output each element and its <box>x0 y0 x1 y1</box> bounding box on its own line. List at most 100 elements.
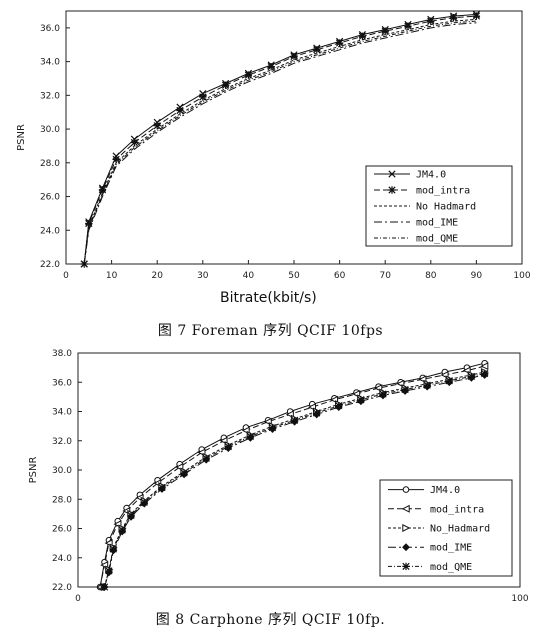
data-point <box>290 416 299 424</box>
data-point <box>401 385 409 394</box>
legend-marker <box>402 543 410 552</box>
legend-label: mod_QME <box>430 562 472 573</box>
series-line <box>83 22 477 265</box>
data-point <box>449 14 458 22</box>
chart-foreman: 22.0 24.0 26.0 28.0 30.0 32.0 34.0 36.0 0 10 20 30 4… <box>16 10 531 281</box>
data-point <box>98 186 107 194</box>
data-point <box>140 498 148 506</box>
data-point <box>109 545 118 553</box>
data-point <box>100 583 109 591</box>
x-tick-label: 20 <box>151 271 163 281</box>
legend-marker <box>402 562 410 571</box>
y-tick-label: 32.0 <box>40 91 60 101</box>
y-tick-label: 22.0 <box>52 583 72 593</box>
y-tick-label: 34.0 <box>40 58 60 68</box>
y-tick-label: 24.0 <box>40 226 60 236</box>
data-point <box>246 432 255 441</box>
data-point <box>379 390 387 398</box>
data-point <box>158 483 166 492</box>
series-line <box>99 365 485 588</box>
legend-label: mod_IME <box>416 218 458 229</box>
legend-label: mod_QME <box>416 234 458 245</box>
legend-box <box>379 479 513 577</box>
x-tick-label: 60 <box>334 271 346 281</box>
x-tick-label: 0 <box>63 271 69 281</box>
legend-label: mod_IME <box>430 543 472 554</box>
data-point <box>153 121 161 130</box>
legend-label: JM4.0 <box>430 485 460 496</box>
data-point <box>105 567 113 575</box>
data-point <box>313 46 321 54</box>
series-line <box>83 20 477 265</box>
legend-label: mod_intra <box>430 504 484 515</box>
data-point <box>267 62 275 71</box>
data-point <box>358 32 367 40</box>
y-tick-label: 38.0 <box>52 349 72 359</box>
data-point <box>423 381 431 389</box>
data-point <box>127 511 135 520</box>
data-point <box>357 396 365 404</box>
x-tick-label: 30 <box>197 271 209 281</box>
x-tick-label: 10 <box>106 271 118 281</box>
data-point <box>202 454 210 462</box>
data-point <box>290 52 298 61</box>
data-point <box>335 401 343 410</box>
legend-marker <box>388 186 396 194</box>
y-tick-label: 24.0 <box>52 554 72 564</box>
series-line <box>104 371 485 588</box>
data-point <box>112 155 120 164</box>
legend-label: No_Hadmard <box>430 524 490 535</box>
x-tick-label: 100 <box>513 271 530 281</box>
data-point <box>472 12 481 20</box>
y-tick-label: 22.0 <box>40 260 60 270</box>
y-axis-label: PSNR <box>28 457 39 484</box>
data-point <box>221 81 230 89</box>
series-line <box>104 374 485 588</box>
data-point <box>118 526 126 534</box>
data-point <box>312 409 321 417</box>
data-point <box>85 219 93 228</box>
x-tick-label: 100 <box>511 594 528 604</box>
x-tick-label: 40 <box>243 271 255 281</box>
chart-carphone: 22.0 24.0 26.0 28.0 30.0 32.0 34.0 36.0 38.0 0 100… <box>28 349 529 604</box>
legend-label: JM4.0 <box>416 170 446 181</box>
data-point <box>335 39 344 47</box>
data-point <box>180 469 188 477</box>
data-point <box>268 423 277 432</box>
legend-marker <box>402 486 410 493</box>
x-tick-label: 70 <box>379 271 391 281</box>
data-point <box>224 442 232 451</box>
y-tick-label: 36.0 <box>52 378 72 388</box>
data-point <box>480 369 489 378</box>
legend-marker <box>388 170 396 178</box>
y-axis-label: PSNR <box>16 124 27 151</box>
data-point <box>480 362 489 371</box>
x-tick-label: 50 <box>288 271 300 281</box>
x-tick-label: 0 <box>75 594 81 604</box>
data-point <box>404 22 412 30</box>
y-tick-label: 30.0 <box>40 125 60 135</box>
legend-label: mod_intra <box>416 186 470 197</box>
data-point <box>381 27 389 35</box>
legend-label: No Hadmard <box>416 202 476 213</box>
y-tick-label: 26.0 <box>52 525 72 535</box>
y-tick-label: 30.0 <box>52 466 72 476</box>
data-point <box>176 106 184 115</box>
y-tick-label: 28.0 <box>40 159 60 169</box>
y-tick-label: 32.0 <box>52 437 72 447</box>
data-point <box>467 372 476 381</box>
x-axis-label: Bitrate(kbit/s) <box>220 290 317 306</box>
data-point <box>427 17 435 25</box>
y-tick-label: 28.0 <box>52 495 72 505</box>
legend-marker <box>402 523 411 533</box>
series-line <box>83 15 477 265</box>
data-point <box>130 138 139 147</box>
data-point <box>244 71 253 79</box>
figure-caption-8: 图 8 Carphone 序列 QCIF 10fp. <box>155 612 386 628</box>
y-tick-label: 34.0 <box>52 408 72 418</box>
legend-marker <box>401 504 410 513</box>
figure-caption-7: 图 7 Foreman 序列 QCIF 10fps <box>157 323 384 339</box>
data-point <box>199 93 207 101</box>
y-tick-label: 36.0 <box>40 24 60 34</box>
data-point <box>445 377 453 385</box>
